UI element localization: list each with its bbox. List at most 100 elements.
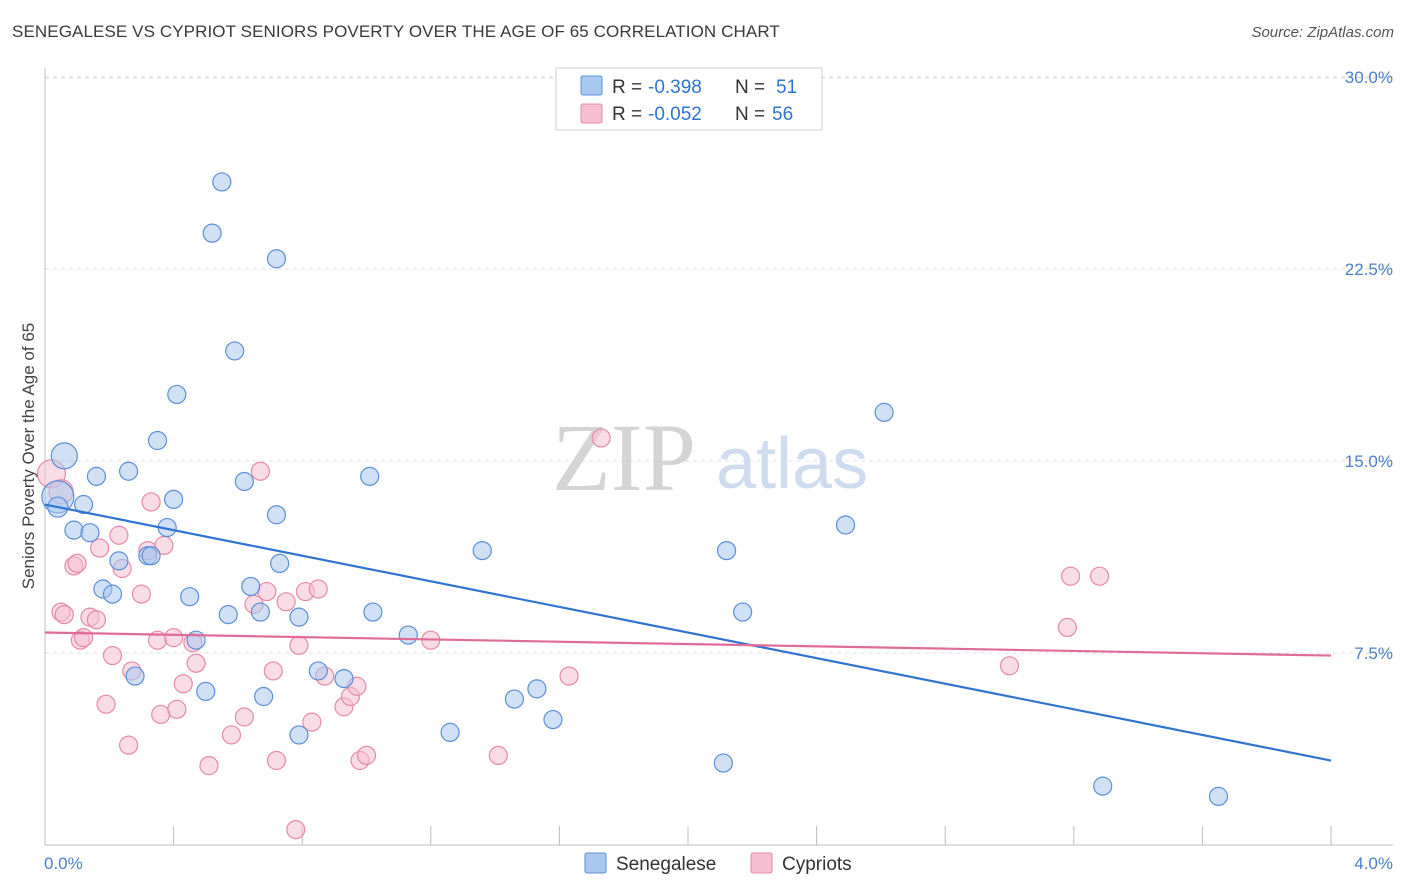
senegalese-point <box>125 666 145 686</box>
cypriot-point <box>90 538 110 558</box>
x-tick-label-max: 4.0% <box>1354 854 1393 873</box>
series-layer <box>36 172 1332 840</box>
legend-r-value-1: -0.398 <box>648 77 702 98</box>
gridlines <box>45 76 1393 654</box>
senegalese-point <box>266 505 287 525</box>
senegalese-point <box>212 172 232 192</box>
cypriot-point <box>263 661 283 681</box>
senegalese-point <box>713 753 733 773</box>
senegalese-point <box>241 576 261 597</box>
cypriot-point <box>234 707 254 727</box>
senegalese-point <box>164 489 184 509</box>
senegalese-point <box>1208 786 1229 806</box>
senegalese-point <box>398 625 418 645</box>
senegalese-point <box>202 223 222 243</box>
cypriot-point <box>96 694 116 714</box>
senegalese-point <box>50 442 78 470</box>
senegalese-point <box>234 471 254 492</box>
x-tick-label-min: 0.0% <box>44 854 83 873</box>
senegalese-point <box>180 587 200 607</box>
senegalese-point <box>147 430 168 451</box>
y-tick-label: 15.0% <box>1345 452 1393 471</box>
senegalese-point <box>835 515 856 535</box>
senegalese-point <box>73 494 94 515</box>
cypriot-point <box>67 553 87 574</box>
senegalese-trend-line <box>44 503 1332 762</box>
watermark-zip: ZIP <box>552 404 696 511</box>
chart-source: Source: ZipAtlas.com <box>1251 24 1394 41</box>
cypriot-point <box>199 756 219 776</box>
senegalese-point <box>218 604 238 625</box>
senegalese-point <box>1093 776 1113 796</box>
cypriot-point <box>109 525 129 545</box>
senegalese-point <box>874 402 894 422</box>
senegalese-point <box>289 725 309 745</box>
legend-n-label-2: N = <box>735 104 765 125</box>
cypriot-point <box>54 604 74 625</box>
senegalese-point <box>250 602 271 622</box>
senegalese-point <box>64 520 84 540</box>
cypriot-point <box>118 735 139 755</box>
senegalese-point <box>266 249 287 269</box>
senegalese-point <box>225 341 245 361</box>
y-tick-label: 7.5% <box>1354 644 1393 663</box>
cypriot-point <box>1089 566 1110 586</box>
cypriot-point <box>186 653 206 673</box>
legend-swatch-senegalese <box>580 75 603 96</box>
series-legend: Senegalese Cypriots <box>584 852 852 875</box>
cypriot-point <box>999 656 1020 676</box>
senegalese-point <box>504 689 524 709</box>
legend-swatch-cypriots <box>580 103 603 124</box>
chart-title: SENEGALESE VS CYPRIOT SENIORS POVERTY OV… <box>12 22 780 41</box>
bottom-legend-swatch-senegalese <box>584 852 607 874</box>
cypriot-point <box>250 461 271 481</box>
y-tick-label: 22.5% <box>1345 260 1393 279</box>
correlation-legend: R = -0.398 N = 51 R = -0.052 N = 56 <box>555 67 823 131</box>
senegalese-point <box>308 661 328 681</box>
senegalese-point <box>196 681 216 702</box>
cypriot-point <box>1057 617 1077 638</box>
cypriot-point <box>257 581 277 602</box>
senegalese-point <box>109 551 129 571</box>
senegalese-point <box>270 553 290 574</box>
cypriot-trend-line <box>44 631 1332 657</box>
senegalese-point <box>472 540 492 561</box>
senegalese-point <box>733 602 753 622</box>
cypriot-point <box>308 579 328 599</box>
cypriot-point <box>73 628 94 648</box>
legend-n-value-2: 56 <box>772 104 793 125</box>
cypriot-point <box>276 592 296 612</box>
cypriot-point <box>167 699 187 719</box>
cypriot-point <box>289 635 309 655</box>
senegalese-point <box>86 466 107 486</box>
x-axis-ticks <box>44 826 1332 845</box>
cypriot-point <box>173 674 193 694</box>
cypriot-point <box>102 645 123 666</box>
cypriot-point <box>266 750 287 771</box>
senegalese-point <box>334 668 354 689</box>
cypriot-point <box>164 628 184 648</box>
senegalese-point <box>141 546 161 566</box>
legend-r-value-2: -0.052 <box>648 104 702 125</box>
legend-r-label-2: R = <box>612 104 642 125</box>
watermark-atlas: atlas <box>716 424 868 504</box>
senegalese-point <box>80 523 100 543</box>
cypriot-point <box>141 492 161 512</box>
y-tick-label: 30.0% <box>1345 68 1393 87</box>
senegalese-point <box>716 540 737 561</box>
senegalese-point <box>363 602 383 622</box>
senegalese-point <box>118 461 139 481</box>
y-tick-labels: 7.5% 15.0% 22.5% 30.0% <box>1345 68 1393 663</box>
cypriot-point <box>488 745 508 766</box>
senegalese-point <box>543 709 563 730</box>
cypriot-point <box>86 610 107 630</box>
y-axis-title: Seniors Poverty Over the Age of 65 <box>19 323 38 589</box>
legend-r-label-1: R = <box>612 77 642 98</box>
legend-n-label-1: N = <box>735 77 765 98</box>
cypriot-point <box>591 428 611 448</box>
watermark: ZIP atlas <box>552 404 868 511</box>
legend-n-value-1: 51 <box>776 77 797 98</box>
bottom-legend-swatch-cypriots <box>750 852 773 874</box>
senegalese-point <box>289 607 309 627</box>
